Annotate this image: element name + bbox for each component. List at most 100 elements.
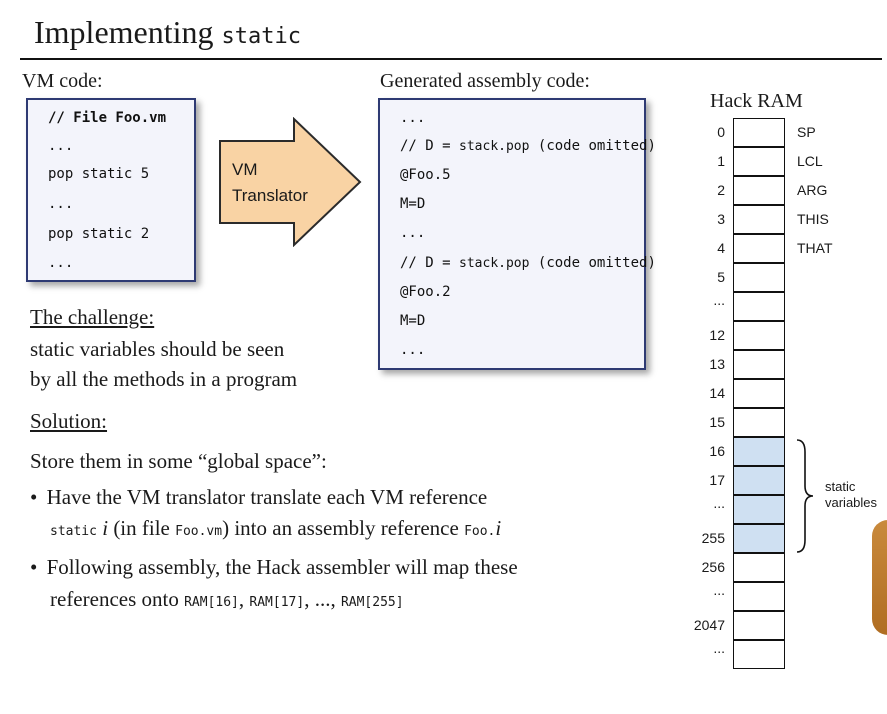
bullet-dot-icon: • xyxy=(30,485,38,509)
ram-address-label: 4 xyxy=(717,240,725,256)
ram-cell xyxy=(733,640,785,669)
ram-address-label: ... xyxy=(713,292,725,308)
asm-comment-code: stack.pop xyxy=(459,139,530,154)
asm-comment-suffix: (code omitted) xyxy=(529,255,656,271)
static-brace-icon xyxy=(796,439,814,553)
bullet-dot-icon: • xyxy=(30,555,38,579)
ram-cell xyxy=(733,263,785,292)
ram-address-label: 255 xyxy=(701,530,725,546)
bullet-2-sep: , ..., xyxy=(304,587,341,611)
slide-title: Implementing static xyxy=(34,12,301,57)
ram-address-label: 14 xyxy=(709,385,725,401)
ram-register-label: SP xyxy=(797,124,816,140)
ram-cell xyxy=(733,292,785,321)
bullet-2-line1: Following assembly, the Hack assembler w… xyxy=(46,555,518,579)
code-ram-16: RAM[16] xyxy=(184,595,239,610)
ram-address-label: 2047 xyxy=(693,617,725,633)
vm-code-line: // File Foo.vm xyxy=(48,110,167,126)
bullet-1-line2: static i (in file Foo.vm) into an assemb… xyxy=(50,513,501,547)
solution-bullet-2: • Following assembly, the Hack assembler… xyxy=(30,552,518,582)
slide-title-text: Implementing xyxy=(34,14,214,50)
static-label-line1: static xyxy=(825,479,856,494)
bullet-1-text: ) into an assembly reference xyxy=(222,516,465,540)
ram-cell xyxy=(733,147,785,176)
bullet-2-sep: , xyxy=(238,587,250,611)
ram-cell xyxy=(733,437,785,466)
ram-cell xyxy=(733,379,785,408)
asm-code-line: ... xyxy=(400,110,426,126)
ram-address-label: 12 xyxy=(709,327,725,343)
ram-register-label: THAT xyxy=(797,240,833,256)
ram-cell xyxy=(733,611,785,640)
ram-address-label: ... xyxy=(713,495,725,511)
code-static: static xyxy=(50,524,97,539)
slide-title-keyword: static xyxy=(221,24,301,49)
ram-address-label: 256 xyxy=(701,559,725,575)
ram-address-label: 1 xyxy=(717,153,725,169)
ram-cell xyxy=(733,408,785,437)
ram-cell xyxy=(733,350,785,379)
ram-cell xyxy=(733,582,785,611)
asm-comment-line: // D = stack.pop (code omitted) xyxy=(400,255,656,271)
ram-cell xyxy=(733,234,785,263)
bullet-2-text: references onto xyxy=(50,587,185,611)
solution-bullet-1: • Have the VM translator translate each … xyxy=(30,482,487,512)
vm-code-box: // File Foo.vm ... pop static 5 ... pop … xyxy=(26,98,196,282)
code-foo: Foo. xyxy=(464,524,496,539)
code-ram-255: RAM[255] xyxy=(340,595,404,610)
asm-comment-suffix: (code omitted) xyxy=(529,138,656,154)
ram-address-label: 5 xyxy=(717,269,725,285)
vm-code-line: ... xyxy=(48,138,74,154)
asm-code-line: M=D xyxy=(400,313,426,329)
ram-cell xyxy=(733,205,785,234)
asm-code-caption: Generated assembly code: xyxy=(380,70,590,92)
ram-register-label: ARG xyxy=(797,182,828,198)
vm-code-line: pop static 5 xyxy=(48,166,150,182)
ram-cell xyxy=(733,118,785,147)
ram-cell xyxy=(733,466,785,495)
ram-register-label: THIS xyxy=(797,211,829,227)
asm-code-box: ... // D = stack.pop (code omitted) @Foo… xyxy=(378,98,656,370)
ram-address-label: 3 xyxy=(717,211,725,227)
var-i: i xyxy=(102,516,109,540)
asm-comment-code: stack.pop xyxy=(459,256,530,271)
static-label-line2: variables xyxy=(825,495,878,510)
ram-address-label: 17 xyxy=(709,472,725,488)
vm-code-line: ... xyxy=(48,196,74,212)
vm-code-line: ... xyxy=(48,255,74,271)
solution-intro: Store them in some “global space”: xyxy=(30,449,327,473)
bullet-1-text: (in file xyxy=(108,516,176,540)
vm-code-caption: VM code: xyxy=(22,70,103,92)
bullet-2-line2: references onto RAM[16], RAM[17], ..., R… xyxy=(50,584,404,618)
code-foo-vm: Foo.vm xyxy=(175,524,223,539)
ram-cell xyxy=(733,524,785,553)
translator-label-line2: Translator xyxy=(232,186,308,205)
presenter-silhouette xyxy=(872,520,887,635)
asm-code-line: @Foo.2 xyxy=(400,284,451,300)
asm-comment-prefix: // D = xyxy=(400,255,460,271)
asm-code-line: M=D xyxy=(400,196,426,212)
translator-arrow-icon xyxy=(219,117,362,247)
ram-address-label: ... xyxy=(713,582,725,598)
ram-cell xyxy=(733,495,785,524)
ram-address-label: 15 xyxy=(709,414,725,430)
asm-comment-line: // D = stack.pop (code omitted) xyxy=(400,138,656,154)
translator-label-line1: VM xyxy=(232,160,258,179)
ram-address-label: 16 xyxy=(709,443,725,459)
ram-cell xyxy=(733,553,785,582)
ram-address-label: 2 xyxy=(717,182,725,198)
ram-address-label: ... xyxy=(713,640,725,656)
asm-code-line: ... xyxy=(400,225,426,241)
bullet-1-line1: Have the VM translator translate each VM… xyxy=(46,485,488,509)
challenge-line: static variables should be seen xyxy=(30,337,285,361)
vm-code-line: pop static 2 xyxy=(48,226,150,242)
asm-comment-prefix: // D = xyxy=(400,138,460,154)
title-divider xyxy=(20,58,882,60)
ram-address-label: 13 xyxy=(709,356,725,372)
solution-heading: Solution: xyxy=(30,409,108,433)
challenge-line: by all the methods in a program xyxy=(30,367,298,391)
ram-cell xyxy=(733,321,785,350)
ram-address-label: 0 xyxy=(717,124,725,140)
code-ram-17: RAM[17] xyxy=(249,595,305,610)
asm-code-line: ... xyxy=(400,342,426,358)
